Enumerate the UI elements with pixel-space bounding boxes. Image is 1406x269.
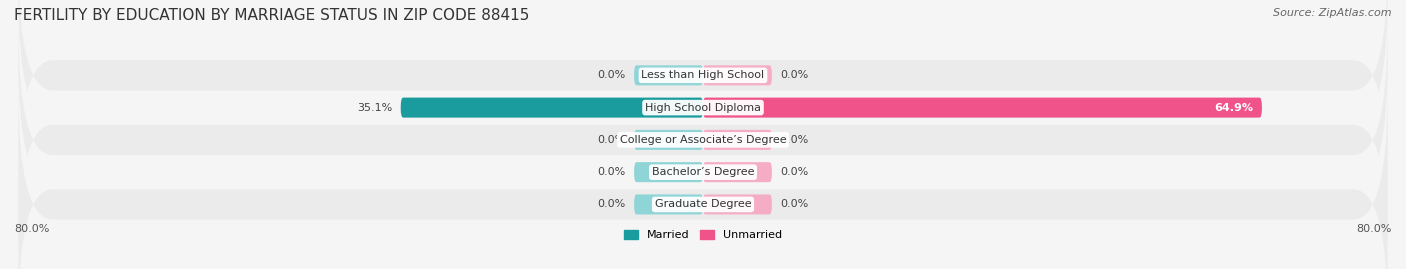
Text: Graduate Degree: Graduate Degree — [655, 199, 751, 210]
Text: 0.0%: 0.0% — [598, 199, 626, 210]
Text: College or Associate’s Degree: College or Associate’s Degree — [620, 135, 786, 145]
FancyBboxPatch shape — [18, 0, 1388, 189]
FancyBboxPatch shape — [703, 130, 772, 150]
Text: High School Diploma: High School Diploma — [645, 102, 761, 113]
Text: 0.0%: 0.0% — [780, 70, 808, 80]
Legend: Married, Unmarried: Married, Unmarried — [620, 225, 786, 245]
Text: 0.0%: 0.0% — [780, 167, 808, 177]
FancyBboxPatch shape — [703, 194, 772, 214]
Text: 0.0%: 0.0% — [598, 167, 626, 177]
Text: 0.0%: 0.0% — [598, 70, 626, 80]
FancyBboxPatch shape — [634, 162, 703, 182]
FancyBboxPatch shape — [401, 98, 703, 118]
FancyBboxPatch shape — [18, 90, 1388, 269]
Text: Source: ZipAtlas.com: Source: ZipAtlas.com — [1274, 8, 1392, 18]
Text: 0.0%: 0.0% — [598, 135, 626, 145]
FancyBboxPatch shape — [703, 65, 772, 85]
FancyBboxPatch shape — [634, 194, 703, 214]
FancyBboxPatch shape — [18, 26, 1388, 254]
FancyBboxPatch shape — [703, 98, 1263, 118]
Text: 64.9%: 64.9% — [1215, 102, 1253, 113]
Text: 80.0%: 80.0% — [14, 224, 49, 234]
FancyBboxPatch shape — [18, 0, 1388, 222]
Text: 80.0%: 80.0% — [1357, 224, 1392, 234]
FancyBboxPatch shape — [634, 65, 703, 85]
FancyBboxPatch shape — [634, 130, 703, 150]
FancyBboxPatch shape — [703, 162, 772, 182]
FancyBboxPatch shape — [18, 58, 1388, 269]
Text: FERTILITY BY EDUCATION BY MARRIAGE STATUS IN ZIP CODE 88415: FERTILITY BY EDUCATION BY MARRIAGE STATU… — [14, 8, 530, 23]
Text: 35.1%: 35.1% — [357, 102, 392, 113]
Text: Less than High School: Less than High School — [641, 70, 765, 80]
Text: 0.0%: 0.0% — [780, 199, 808, 210]
Text: 0.0%: 0.0% — [780, 135, 808, 145]
Text: Bachelor’s Degree: Bachelor’s Degree — [652, 167, 754, 177]
